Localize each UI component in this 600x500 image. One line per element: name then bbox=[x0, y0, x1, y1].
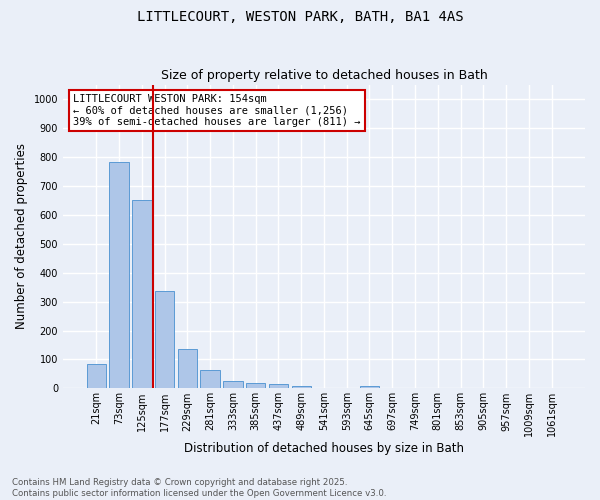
Bar bbox=[223, 381, 242, 388]
Bar bbox=[200, 370, 220, 388]
Bar bbox=[360, 386, 379, 388]
Y-axis label: Number of detached properties: Number of detached properties bbox=[15, 144, 28, 330]
Bar bbox=[292, 386, 311, 388]
Bar bbox=[269, 384, 288, 388]
Text: LITTLECOURT, WESTON PARK, BATH, BA1 4AS: LITTLECOURT, WESTON PARK, BATH, BA1 4AS bbox=[137, 10, 463, 24]
Bar bbox=[155, 290, 174, 388]
Bar bbox=[132, 200, 152, 388]
Title: Size of property relative to detached houses in Bath: Size of property relative to detached ho… bbox=[161, 69, 487, 82]
Text: LITTLECOURT WESTON PARK: 154sqm
← 60% of detached houses are smaller (1,256)
39%: LITTLECOURT WESTON PARK: 154sqm ← 60% of… bbox=[73, 94, 361, 127]
X-axis label: Distribution of detached houses by size in Bath: Distribution of detached houses by size … bbox=[184, 442, 464, 455]
Text: Contains HM Land Registry data © Crown copyright and database right 2025.
Contai: Contains HM Land Registry data © Crown c… bbox=[12, 478, 386, 498]
Bar bbox=[246, 383, 265, 388]
Bar bbox=[178, 350, 197, 389]
Bar bbox=[86, 364, 106, 388]
Bar bbox=[109, 162, 129, 388]
